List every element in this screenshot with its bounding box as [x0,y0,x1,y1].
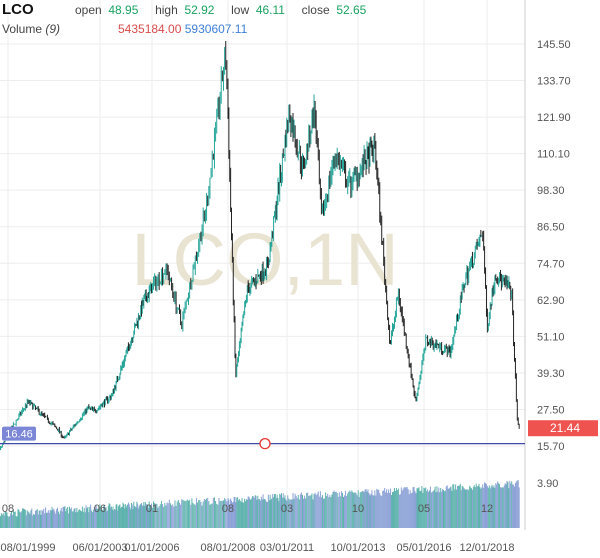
last-price-badge [528,420,598,437]
price-tick-label: 15.70 [537,441,565,453]
time-tick-label-upper: 08 [222,503,234,515]
time-tick-label-lower: 03/01/2011 [260,542,314,554]
price-tick-label: 98.30 [537,185,565,197]
time-tick-label-upper: 03 [281,503,293,515]
time-tick-label-lower: 10/01/2013 [330,542,385,554]
volume-series [0,480,520,528]
high-label: high [155,3,178,17]
left-price-marker [2,426,36,441]
legend-row-volume: Volume (9) [2,22,60,36]
time-tick-label-upper: 08 [2,503,14,515]
time-tick-label-lower: 01/01/2006 [124,542,179,554]
time-tick-label-lower: 12/01/2018 [459,542,514,554]
price-tick-label: 27.50 [537,404,565,416]
time-tick-label-upper: 12 [481,503,493,515]
price-tick-label: 133.70 [537,76,571,88]
volume-values: 5435184.00 5930607.11 [118,22,247,36]
price-tick-label: 121.90 [537,112,571,124]
candlestick-series [0,40,520,452]
time-axis: 08 06 01 08 03 10 05 12 08/01/1999 06/01/200301/0… [0,503,514,554]
low-value: 46.11 [255,3,285,17]
price-tick-label: 145.50 [537,39,571,51]
price-axis: 145.50 133.70 121.90 110.10 98.30 86.50 74.70 6… [537,39,571,490]
volume-value: 5435184.00 [118,22,182,36]
time-tick-label-upper: 01 [146,503,158,515]
price-tick-label: 74.70 [537,258,565,270]
time-tick-label-lower: 05/01/2016 [396,542,451,554]
time-tick-label-lower: 06/01/2003 [72,542,127,554]
open-value: 48.95 [108,3,139,17]
price-tick-label: 86.50 [537,222,565,234]
time-tick-label-upper: 05 [418,503,430,515]
open-label: open [75,3,102,17]
price-tick-label: 62.90 [537,295,565,307]
volume-label: Volume [2,22,43,36]
close-value: 52.65 [336,3,367,17]
time-tick-label-lower: 08/01/2008 [200,542,255,554]
volume-tick-label: 3.90 [537,478,558,490]
left-price-marker-label: 16.46 [5,429,33,441]
time-tick-label-upper: 06 [94,503,106,515]
watermark: LCO,1N [131,218,398,301]
symbol-label: LCO [2,1,34,18]
volume-ma-value: 5930607.11 [184,22,248,36]
time-tick-label-lower: 08/01/1999 [0,542,55,554]
time-tick-label-upper: 10 [352,503,364,515]
high-value: 52.92 [184,3,215,17]
ohlc-values: open 48.95 high 52.92 low 46.11 close 52… [75,3,366,17]
legend-row-price: LCO [2,1,34,18]
guide-line-handle[interactable] [259,437,271,450]
price-tick-label: 39.30 [537,368,565,380]
last-price-label: 21.44 [550,421,580,435]
price-tick-label: 51.10 [537,331,565,343]
low-label: low [231,3,250,17]
volume-period: (9) [45,22,61,36]
price-tick-label: 110.10 [537,149,570,161]
close-label: close [301,3,330,17]
